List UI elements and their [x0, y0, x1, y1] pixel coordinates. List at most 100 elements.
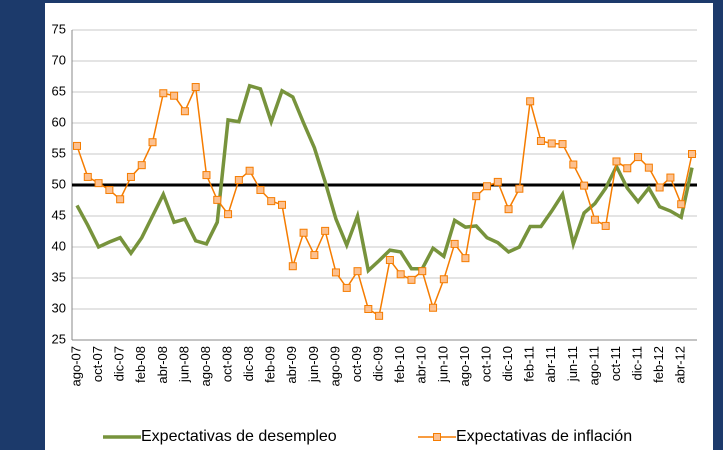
marker — [126, 172, 135, 181]
marker — [267, 197, 276, 206]
marker — [170, 91, 179, 100]
x-tick-label: dic-11 — [629, 346, 644, 380]
marker — [94, 179, 103, 188]
y-tick-label: 55 — [52, 145, 66, 160]
x-tick-label: ago-09 — [327, 346, 342, 386]
y-tick-label: 30 — [52, 300, 66, 315]
x-tick-label: feb-11 — [522, 346, 537, 382]
marker — [256, 185, 265, 194]
x-tick-label: oct-07 — [90, 346, 105, 382]
x-tick-label: oct-11 — [608, 346, 623, 381]
marker — [666, 173, 675, 182]
marker — [407, 275, 416, 284]
x-tick-label: ago-10 — [457, 346, 472, 386]
marker — [137, 161, 146, 170]
marker — [504, 205, 513, 214]
x-tick-label: feb-09 — [263, 346, 278, 383]
marker — [644, 163, 653, 172]
marker — [375, 311, 384, 320]
marker — [418, 267, 427, 276]
marker — [536, 136, 545, 145]
marker — [278, 200, 286, 209]
x-tick-label: oct-09 — [349, 346, 364, 382]
marker — [385, 256, 394, 265]
x-tick-label: ago-11 — [586, 346, 601, 386]
marker — [483, 182, 491, 191]
marker — [439, 275, 448, 284]
marker — [677, 200, 686, 209]
plot-panel — [45, 3, 713, 450]
x-tick-label: oct-08 — [219, 346, 234, 382]
marker — [364, 305, 373, 313]
marker — [590, 215, 599, 224]
x-tick-label: ago-08 — [198, 346, 213, 386]
x-tick-label: jun-10 — [435, 346, 450, 383]
x-tick-label: jun-09 — [306, 346, 321, 383]
marker — [634, 153, 643, 162]
marker — [429, 303, 438, 312]
y-tick-label: 75 — [52, 21, 66, 36]
y-tick-label: 45 — [52, 207, 66, 222]
x-tick-label: oct-10 — [478, 346, 493, 382]
marker — [321, 226, 330, 235]
marker — [310, 251, 319, 260]
x-tick-label: abr-10 — [414, 346, 429, 384]
x-tick-label: jun-08 — [176, 346, 191, 383]
legend-label: Expectativas de inflación — [456, 428, 632, 445]
y-tick-label: 60 — [52, 114, 66, 129]
marker — [353, 267, 362, 276]
marker — [655, 183, 664, 192]
marker — [331, 268, 340, 277]
y-tick-label: 25 — [52, 331, 66, 346]
marker — [299, 228, 308, 237]
marker — [623, 164, 632, 173]
marker — [180, 107, 189, 116]
x-tick-label: dic-10 — [500, 346, 515, 381]
x-tick-label: dic-09 — [371, 346, 386, 381]
marker — [493, 177, 502, 186]
marker — [83, 172, 92, 181]
y-tick-label: 35 — [52, 269, 66, 284]
legend-label: Expectativas de desempleo — [141, 428, 337, 445]
marker — [601, 221, 610, 230]
marker — [580, 181, 589, 190]
marker — [450, 239, 459, 248]
marker — [148, 138, 157, 147]
marker — [612, 157, 621, 166]
legend-marker — [433, 433, 441, 441]
x-tick-label: feb-10 — [392, 346, 407, 383]
marker — [688, 150, 696, 158]
marker — [224, 210, 233, 219]
marker — [234, 176, 243, 185]
marker — [105, 185, 114, 194]
x-tick-label: dic-08 — [241, 346, 256, 381]
y-tick-label: 70 — [52, 52, 66, 67]
x-tick-label: jun-11 — [565, 346, 580, 382]
marker — [288, 262, 297, 271]
x-tick-label: abr-11 — [543, 346, 558, 383]
marker — [245, 166, 254, 175]
marker — [213, 195, 222, 204]
x-tick-label: dic-07 — [112, 346, 127, 381]
marker — [558, 140, 567, 149]
y-tick-label: 40 — [52, 238, 66, 253]
marker — [472, 192, 481, 201]
x-tick-label: abr-08 — [155, 346, 170, 384]
marker — [526, 97, 535, 106]
x-tick-label: abr-12 — [673, 346, 688, 384]
marker — [515, 184, 524, 193]
x-tick-label: feb-12 — [651, 346, 666, 383]
y-tick-label: 65 — [52, 83, 66, 98]
marker — [547, 139, 556, 148]
marker — [73, 141, 81, 150]
x-tick-label: feb-08 — [133, 346, 148, 383]
marker — [461, 254, 470, 263]
series-line — [76, 84, 693, 318]
marker — [569, 160, 578, 169]
marker — [396, 270, 405, 279]
marker — [159, 89, 168, 98]
marker — [191, 83, 200, 92]
x-tick-label: abr-09 — [284, 346, 299, 384]
marker — [116, 195, 125, 204]
